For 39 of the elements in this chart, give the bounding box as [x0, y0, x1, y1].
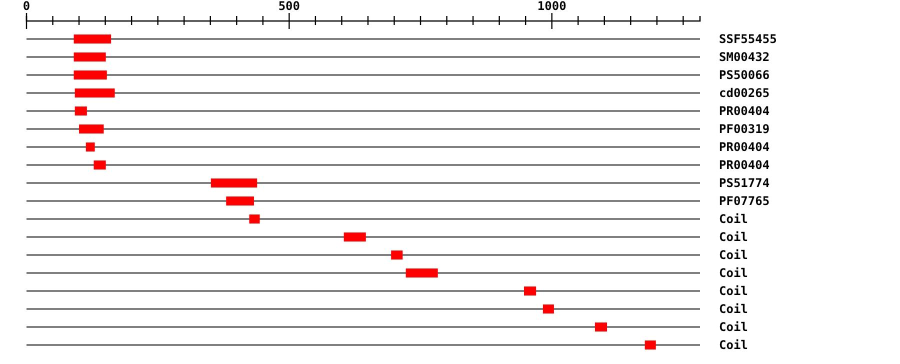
y-tick-label: SSF55455 — [719, 32, 777, 46]
y-tick-label: PR00404 — [719, 140, 770, 154]
bar — [344, 232, 366, 242]
bar — [86, 142, 95, 152]
bar — [94, 160, 106, 170]
y-tick-label: PR00404 — [719, 104, 770, 118]
y-tick-label: cd00265 — [719, 86, 770, 100]
y-tick-label: Coil — [719, 338, 748, 352]
bar — [210, 178, 258, 188]
x-tick-label: 0 — [22, 0, 30, 13]
bar — [249, 214, 260, 224]
bar — [644, 340, 656, 350]
y-tick-label: PF07765 — [719, 194, 770, 208]
bar — [74, 70, 107, 80]
bar — [74, 106, 87, 116]
y-tick-label: Coil — [719, 284, 748, 298]
bar — [542, 304, 554, 314]
y-tick-label: PS51774 — [719, 176, 770, 190]
bar — [524, 286, 536, 296]
bar — [391, 250, 403, 260]
y-tick-label: Coil — [719, 212, 748, 226]
bar — [226, 196, 254, 206]
y-tick-label: Coil — [719, 230, 748, 244]
bar — [74, 52, 106, 62]
y-tick-label: Coil — [719, 320, 748, 334]
y-tick-label: Coil — [719, 302, 748, 316]
bar — [79, 124, 104, 134]
bar — [74, 88, 115, 98]
bar — [74, 34, 112, 44]
x-tick-label: 500 — [278, 0, 300, 13]
y-tick-label: SM00432 — [719, 50, 770, 64]
y-tick-label: Coil — [719, 266, 748, 280]
bar — [406, 268, 438, 278]
y-tick-label: PF00319 — [719, 122, 770, 136]
bar — [594, 322, 608, 332]
y-tick-label: Coil — [719, 248, 748, 262]
y-tick-label: PS50066 — [719, 68, 770, 82]
y-tick-label: PR00404 — [719, 158, 770, 172]
x-tick-label: 1000 — [537, 0, 566, 13]
